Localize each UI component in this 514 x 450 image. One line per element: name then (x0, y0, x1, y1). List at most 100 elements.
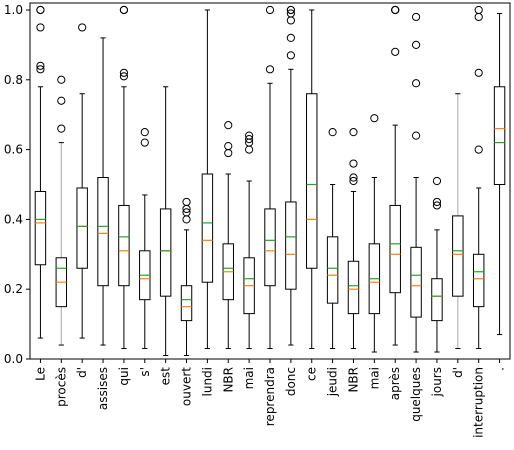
box-22 (493, 12, 506, 336)
y-tick-label-5: 1.0 (4, 3, 23, 17)
x-tick-label-12: donc (284, 367, 298, 396)
outlier-point (286, 5, 295, 15)
outlier-point (349, 173, 358, 182)
outlier-point (57, 96, 66, 105)
iqr-box (306, 93, 318, 269)
y-tick-label-3: 0.6 (4, 143, 23, 157)
x-tick-label-20: d' (451, 367, 465, 378)
x-tick-label-8: lundi (200, 367, 214, 397)
outlier-point (474, 145, 483, 154)
outlier-point (286, 9, 295, 18)
x-tick-label-6: est (159, 367, 173, 386)
box-6 (159, 86, 172, 357)
iqr-box (493, 86, 506, 185)
outlier-point (432, 176, 442, 186)
outlier-point (36, 5, 45, 15)
outlier-point (182, 208, 191, 217)
outlier-point (265, 65, 275, 74)
box-18 (410, 12, 422, 353)
outlier-point (411, 79, 421, 88)
outlier-point (474, 5, 483, 15)
outlier-point (286, 51, 295, 60)
x-tick-label-13: ce (305, 367, 319, 381)
outlier-point (119, 5, 129, 15)
y-tick-label-0: 0.0 (4, 352, 23, 366)
outlier-point (432, 201, 442, 210)
x-tick-label-16: mai (367, 367, 381, 389)
outlier-point (140, 138, 149, 147)
box-16 (368, 114, 381, 353)
box-7 (180, 197, 193, 357)
x-tick-label-14: jeudi (326, 367, 340, 397)
outlier-point (391, 5, 400, 15)
box-0 (34, 5, 47, 339)
outlier-point (140, 128, 149, 137)
outlier-point (245, 131, 254, 140)
box-12 (285, 5, 297, 346)
outlier-point (119, 72, 129, 81)
box-1 (55, 75, 68, 346)
x-tick-label-17: après (388, 367, 402, 400)
x-tick-label-10: mai (242, 367, 256, 389)
outlier-point (411, 12, 421, 22)
outlier-point (36, 23, 45, 32)
outlier-point (245, 145, 254, 154)
outlier-point (265, 5, 275, 15)
iqr-box (285, 201, 297, 290)
box-11 (264, 5, 276, 350)
outlier-point (119, 68, 129, 77)
box-3 (97, 37, 109, 346)
x-tick-label-2: d' (75, 367, 89, 378)
iqr-box (410, 246, 422, 318)
iqr-box (118, 204, 130, 287)
iqr-box (180, 285, 193, 322)
box-9 (222, 121, 234, 350)
outlier-point (57, 124, 66, 133)
box-15 (347, 128, 360, 350)
x-tick-label-7: ouvert (180, 367, 194, 406)
box-14 (326, 128, 339, 350)
outlier-point (349, 128, 358, 137)
outlier-point (286, 33, 295, 43)
outlier-point (411, 131, 421, 140)
box-21 (472, 5, 485, 350)
y-axis: 0.0 0.2 0.4 0.6 0.8 1.0 (4, 3, 30, 366)
box-13 (306, 9, 318, 350)
boxes-layer (34, 5, 506, 357)
outlier-point (349, 176, 358, 186)
outlier-point (224, 141, 233, 151)
box-4 (118, 5, 130, 350)
y-tick-label-1: 0.2 (4, 282, 23, 296)
outlier-point (474, 68, 483, 77)
x-tick-label-15: NBR (346, 367, 360, 393)
iqr-box (34, 190, 47, 266)
outlier-point (224, 121, 233, 130)
box-17 (389, 5, 401, 346)
x-tick-label-0: Le (33, 367, 47, 381)
y-tick-label-2: 0.4 (4, 212, 23, 226)
box-5 (139, 128, 151, 350)
x-tick-label-4: qui (117, 367, 131, 386)
x-tick-label-18: quelques (409, 367, 423, 422)
box-2 (76, 23, 88, 339)
iqr-box (201, 173, 214, 283)
iqr-box (326, 236, 339, 304)
outlier-point (349, 159, 358, 168)
y-tick-label-4: 0.8 (4, 73, 23, 87)
outlier-point (474, 12, 483, 22)
x-tick-label-5: s' (138, 367, 152, 377)
box-10 (243, 131, 255, 350)
iqr-box (347, 260, 360, 315)
outlier-point (411, 40, 421, 49)
x-tick-label-1: procès (54, 367, 68, 407)
iqr-box (452, 215, 464, 297)
x-tick-label-11: reprendra (263, 367, 277, 426)
outlier-point (245, 135, 254, 144)
box-8 (201, 9, 214, 350)
outlier-point (57, 75, 66, 84)
iqr-box (472, 253, 485, 308)
box-20 (452, 93, 464, 350)
outlier-point (432, 197, 442, 207)
outlier-point (328, 128, 337, 137)
outlier-point (78, 23, 87, 32)
